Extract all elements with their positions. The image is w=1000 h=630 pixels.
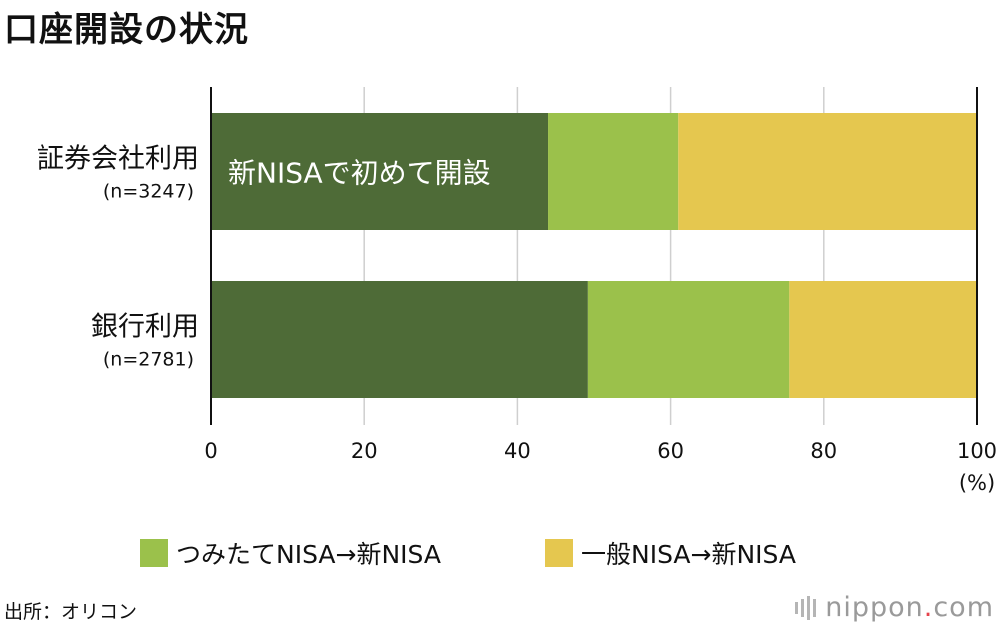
category-label: 証券会社利用 <box>37 144 199 175</box>
x-tick-label: 100 <box>957 439 997 463</box>
brand-bars-icon <box>795 595 819 620</box>
legend-label-ippan: 一般NISA→新NISA <box>581 540 796 569</box>
x-tick-label: 0 <box>204 439 217 463</box>
x-unit-label: (%) <box>959 471 995 495</box>
category-label: 銀行利用 <box>91 312 199 343</box>
bar-segment-0-0 <box>211 113 549 230</box>
legend-swatch-ippan <box>545 539 573 567</box>
legend-label-tsumitate: つみたてNISA→新NISA <box>176 540 441 569</box>
legend-item-tsumitate: つみたてNISA→新NISA <box>140 535 441 571</box>
bar-segment-1-1 <box>587 281 790 398</box>
x-tick-label: 60 <box>657 439 684 463</box>
stacked-bar-chart: 証券会社利用 (n=3247) 銀行利用 (n=2781) 新NISAで初めて開設 0 20… <box>37 87 997 495</box>
x-tick-label: 20 <box>351 439 378 463</box>
bar-segment-0-1 <box>548 113 679 230</box>
bar-annotation: 新NISAで初めて開設 <box>228 157 491 190</box>
legend-swatch-tsumitate <box>140 539 168 567</box>
category-sublabel: (n=2781) <box>103 349 194 371</box>
category-sublabel: (n=3247) <box>103 181 194 203</box>
brand-tld: com <box>933 592 994 623</box>
legend-item-ippan: 一般NISA→新NISA <box>545 535 796 571</box>
bar-segment-1-2 <box>789 281 977 398</box>
bar-segment-1-0 <box>211 281 588 398</box>
brand-name: nippon <box>825 592 924 623</box>
source-note: 出所：オリコン <box>4 601 138 623</box>
brand-dot: . <box>923 592 934 623</box>
x-tick-label: 40 <box>504 439 531 463</box>
x-tick-label: 80 <box>810 439 837 463</box>
bar-segment-0-2 <box>678 113 977 230</box>
page-title: 口座開設の状況 <box>4 10 249 50</box>
brand-logo: nippon. com <box>795 592 994 623</box>
